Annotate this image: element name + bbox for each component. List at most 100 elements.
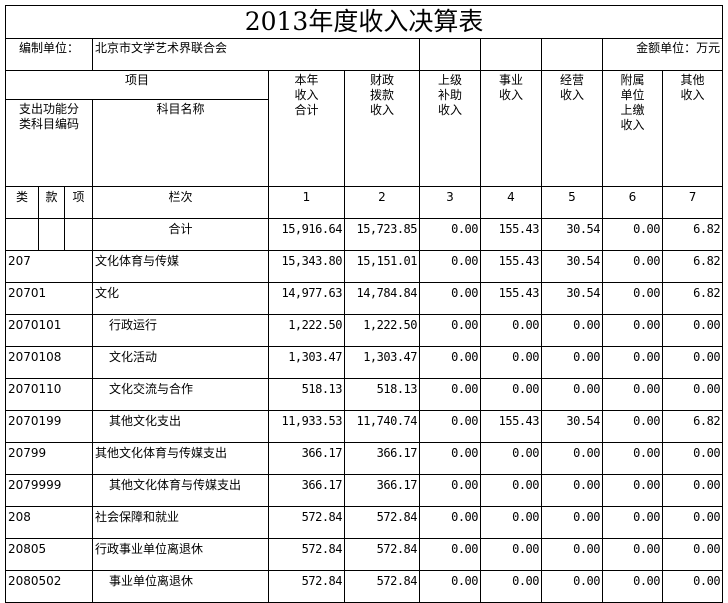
header-name: 科目名称 <box>92 99 269 187</box>
row-value: 1,222.50 <box>268 314 345 347</box>
row-value: 6.82 <box>661 410 724 443</box>
row-value: 518.13 <box>268 378 345 411</box>
row-value: 0.00 <box>541 314 603 347</box>
row-value: 0.00 <box>480 378 542 411</box>
table-row: 20799 其他文化体育与传媒支出 366.17 366.17 0.00 0.00 0.00… <box>5 442 724 475</box>
row-value: 155.43 <box>480 410 542 443</box>
row-value: 572.84 <box>268 570 345 603</box>
row-value: 0.00 <box>602 250 663 283</box>
row-value: 0.00 <box>480 570 542 603</box>
header-col-4: 事业收入 <box>480 70 542 187</box>
col-number: 5 <box>541 186 603 219</box>
header-col-7: 其他收入 <box>661 70 724 187</box>
header-xiang: 项 <box>64 186 93 219</box>
row-value: 155.43 <box>480 282 542 315</box>
row-value: 366.17 <box>268 442 345 475</box>
table-row: 208 社会保障和就业 572.84 572.84 0.00 0.00 0.00 0.00 0.… <box>5 506 724 539</box>
table-row: 2079999 其他文化体育与传媒支出 366.17 366.17 0.00 0.00 0.… <box>5 474 724 507</box>
col-number: 7 <box>661 186 724 219</box>
row-value: 0.00 <box>480 474 542 507</box>
row-code: 2070108 <box>5 346 93 379</box>
row-value: 6.82 <box>661 282 724 315</box>
table-row: 2070110 文化交流与合作 518.13 518.13 0.00 0.00 0.00 0.… <box>5 378 724 411</box>
row-value: 0.00 <box>602 538 663 571</box>
row-value: 0.00 <box>661 506 724 539</box>
row-name: 其他文化支出 <box>92 410 269 443</box>
row-value: 572.84 <box>344 570 420 603</box>
row-value: 0.00 <box>419 314 481 347</box>
row-value: 14,784.84 <box>344 282 420 315</box>
header-col-6: 附属单位上缴收入 <box>602 70 663 187</box>
row-value: 0.00 <box>419 410 481 443</box>
col-number: 4 <box>480 186 542 219</box>
total-value: 30.54 <box>541 218 603 251</box>
row-name: 文化交流与合作 <box>92 378 269 411</box>
row-value: 11,740.74 <box>344 410 420 443</box>
col-number: 3 <box>419 186 481 219</box>
row-value: 0.00 <box>419 346 481 379</box>
row-value: 1,303.47 <box>344 346 420 379</box>
row-value: 0.00 <box>419 538 481 571</box>
page-title: 2013年度收入决算表 <box>4 5 724 39</box>
row-value: 0.00 <box>661 346 724 379</box>
row-value: 1,222.50 <box>344 314 420 347</box>
row-value: 572.84 <box>344 538 420 571</box>
row-code: 2070101 <box>5 314 93 347</box>
row-name: 事业单位离退休 <box>92 570 269 603</box>
row-code: 20799 <box>5 442 93 475</box>
row-name: 文化 <box>92 282 269 315</box>
row-value: 572.84 <box>268 506 345 539</box>
total-value: 15,723.85 <box>344 218 420 251</box>
row-value: 0.00 <box>602 314 663 347</box>
unit-name: 北京市文学艺术界联合会 <box>92 38 420 71</box>
row-value: 15,151.01 <box>344 250 420 283</box>
row-code: 2070110 <box>5 378 93 411</box>
row-value: 6.82 <box>661 250 724 283</box>
row-value: 30.54 <box>541 410 603 443</box>
row-code: 207 <box>5 250 93 283</box>
total-value: 0.00 <box>602 218 663 251</box>
row-value: 0.00 <box>541 570 603 603</box>
row-value: 0.00 <box>661 570 724 603</box>
row-name: 其他文化体育与传媒支出 <box>92 442 269 475</box>
row-value: 0.00 <box>419 282 481 315</box>
row-value: 0.00 <box>541 346 603 379</box>
row-value: 30.54 <box>541 282 603 315</box>
row-name: 文化活动 <box>92 346 269 379</box>
table-row: 2070108 文化活动 1,303.47 1,303.47 0.00 0.00 0.00 0… <box>5 346 724 379</box>
row-value: 0.00 <box>661 474 724 507</box>
row-name: 文化体育与传媒 <box>92 250 269 283</box>
header-col-3: 上级补助收入 <box>419 70 481 187</box>
amount-unit: 金额单位：万元 <box>601 38 724 71</box>
col-number: 6 <box>602 186 663 219</box>
total-value: 15,916.64 <box>268 218 345 251</box>
row-code: 2079999 <box>5 474 93 507</box>
row-value: 0.00 <box>661 314 724 347</box>
row-value: 0.00 <box>541 474 603 507</box>
row-name: 社会保障和就业 <box>92 506 269 539</box>
row-value: 0.00 <box>541 538 603 571</box>
header-col-2: 财政拨款收入 <box>344 70 420 187</box>
row-value: 572.84 <box>268 538 345 571</box>
unit-label: 编制单位： <box>5 38 93 71</box>
header-code: 支出功能分类科目编码 <box>5 99 93 187</box>
row-value: 0.00 <box>419 570 481 603</box>
total-label: 合计 <box>92 218 269 251</box>
row-name: 其他文化体育与传媒支出 <box>92 474 269 507</box>
row-value: 0.00 <box>602 442 663 475</box>
row-value: 0.00 <box>480 442 542 475</box>
total-row: 合计 15,916.64 15,723.85 0.00 155.43 30.54… <box>5 218 724 251</box>
row-value: 518.13 <box>344 378 420 411</box>
table-row: 2070101 行政运行 1,222.50 1,222.50 0.00 0.00 0.00 0… <box>5 314 724 347</box>
row-value: 0.00 <box>541 442 603 475</box>
row-value: 155.43 <box>480 250 542 283</box>
row-value: 0.00 <box>602 282 663 315</box>
row-name: 行政运行 <box>92 314 269 347</box>
row-value: 0.00 <box>661 538 724 571</box>
income-statement-table: 2013年度收入决算表 编制单位： 北京市文学艺术界联合会 金额单位：万元 项目… <box>4 5 724 603</box>
row-code: 2070199 <box>5 410 93 443</box>
row-value: 366.17 <box>344 442 420 475</box>
row-value: 0.00 <box>661 442 724 475</box>
table-row: 2070199 其他文化支出 11,933.53 11,740.74 0.00 155.4… <box>5 410 724 443</box>
header-lei: 类 <box>5 186 39 219</box>
